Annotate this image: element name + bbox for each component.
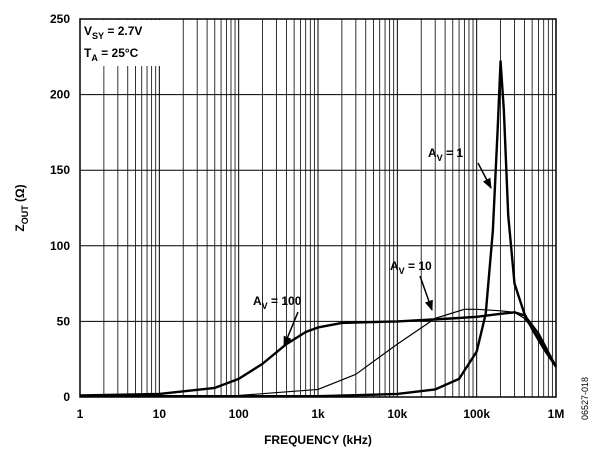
x-tick-label: 10: [153, 407, 167, 421]
figure-id: 06527-018: [580, 377, 590, 420]
y-tick-label: 150: [50, 163, 70, 177]
series-label-part: V: [262, 301, 268, 311]
x-tick-label: 100k: [463, 407, 490, 421]
y-tick-label: 50: [57, 314, 71, 328]
series-label-part: A: [253, 294, 262, 308]
annotation: TA = 25°C: [84, 46, 139, 63]
x-tick-label: 1k: [311, 407, 325, 421]
annotation-box: [80, 20, 164, 66]
y-axis-label: ZOUT (Ω): [13, 184, 30, 231]
series-label: AV = 1: [428, 146, 463, 163]
x-tick-label: 10k: [387, 407, 407, 421]
arrow: [419, 275, 433, 311]
line: [79, 308, 557, 397]
annotation: VSY = 2.7V: [84, 24, 142, 41]
arrow: [477, 162, 492, 189]
plot-frame: [79, 18, 557, 398]
series-label-part: = 1: [443, 146, 464, 160]
annotation-part: = 25°C: [98, 46, 139, 60]
y-tick-label: 0: [63, 390, 70, 404]
annotation-part: T: [84, 46, 92, 60]
x-tick-label: 100: [229, 407, 249, 421]
series-label-part: V: [437, 153, 443, 163]
series-label-part: V: [399, 266, 405, 276]
series-label-part: A: [428, 146, 437, 160]
series-label: AV = 10: [390, 259, 432, 276]
y-tick-label: 100: [50, 239, 70, 253]
annotation-part: SY: [92, 31, 104, 41]
y-axis-label-part: (Ω): [13, 184, 27, 205]
annotation-part: V: [84, 24, 92, 38]
x-tick-label: 1M: [548, 407, 565, 421]
series-label-part: A: [390, 259, 399, 273]
x-tick-label: 1: [77, 407, 84, 421]
y-axis-label-part: OUT: [20, 205, 30, 225]
x-axis-label: FREQUENCY (kHz): [264, 433, 372, 447]
series-label-part: = 10: [405, 259, 432, 273]
line: [79, 311, 558, 397]
y-tick-label: 200: [50, 88, 70, 102]
series-label: AV = 100: [253, 294, 302, 311]
series-label-part: = 100: [268, 294, 302, 308]
annotation-part: A: [91, 53, 98, 63]
annotation-part: = 2.7V: [104, 24, 142, 38]
y-axis-label-part: Z: [13, 224, 27, 231]
y-tick-label: 250: [50, 12, 70, 26]
arrow: [283, 311, 299, 347]
